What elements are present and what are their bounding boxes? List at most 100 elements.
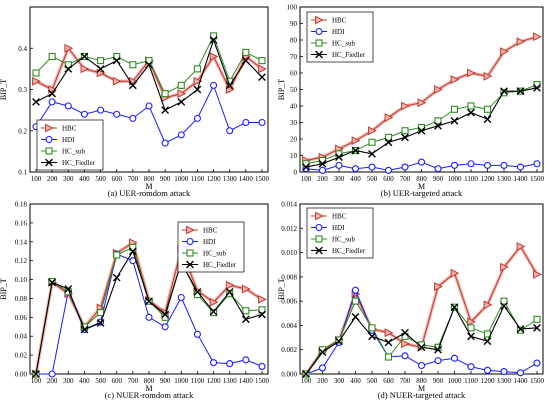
x-tick-label: 900 xyxy=(160,377,171,385)
data-point xyxy=(384,166,393,174)
data-point xyxy=(401,163,409,171)
x-tick-label: 1300 xyxy=(223,175,238,183)
data-point xyxy=(500,47,509,56)
data-point xyxy=(483,366,492,374)
y-tick-label: 20 xyxy=(290,136,298,144)
data-point xyxy=(384,353,393,361)
x-tick-label: 1300 xyxy=(223,377,238,385)
data-point xyxy=(516,163,525,171)
data-point xyxy=(258,73,266,82)
data-point xyxy=(417,361,426,370)
data-point xyxy=(450,161,459,169)
data-point xyxy=(401,339,410,349)
data-point xyxy=(64,61,72,69)
data-point xyxy=(384,338,393,347)
data-point xyxy=(128,81,137,90)
x-tick-label: 1100 xyxy=(191,377,205,385)
series-hc-fiedler xyxy=(32,247,266,378)
data-point xyxy=(129,61,137,69)
y-tick-label: 0.02 xyxy=(15,352,28,360)
chart-caption: (c) NUER-romdom attack xyxy=(105,390,194,400)
y-axis-label: BIP_T xyxy=(0,278,8,299)
data-point xyxy=(258,64,267,74)
data-point xyxy=(64,285,73,293)
data-point xyxy=(450,116,459,125)
y-tick-label: 0.08 xyxy=(15,295,28,303)
x-tick-label: 300 xyxy=(334,175,345,183)
x-axis-label: M xyxy=(145,182,152,191)
data-point xyxy=(97,57,105,65)
data-point xyxy=(145,313,153,321)
data-point xyxy=(368,138,376,146)
data-point xyxy=(209,36,218,44)
y-tick-label: 0.2 xyxy=(18,127,27,135)
data-point xyxy=(467,68,476,78)
data-point xyxy=(434,357,442,365)
data-point xyxy=(533,83,541,92)
data-point xyxy=(209,297,219,307)
legend-label: HDI xyxy=(203,238,216,246)
data-point xyxy=(368,332,376,341)
data-point xyxy=(113,110,121,118)
y-tick-label: 0.10 xyxy=(15,276,28,284)
data-point xyxy=(258,310,266,319)
data-point xyxy=(533,270,542,279)
data-point xyxy=(516,325,525,333)
series-hc-fiedler xyxy=(32,36,266,115)
chart-panel-2: 0 10 20 30 40 50 60 70 80 90 100 100 200 300 400 500 600… xyxy=(277,4,545,199)
series-hc-sub xyxy=(302,81,541,168)
x-tick-label: 1500 xyxy=(255,175,270,183)
data-point xyxy=(335,337,343,346)
data-point xyxy=(533,32,542,42)
x-tick-label: 600 xyxy=(383,175,394,183)
y-tick-label: 40 xyxy=(290,103,298,111)
x-tick-label: 1400 xyxy=(514,377,529,385)
y-tick-label: 0.006 xyxy=(281,298,297,306)
data-point xyxy=(450,268,460,278)
data-point xyxy=(351,313,360,321)
data-point xyxy=(242,118,250,127)
data-point xyxy=(533,359,541,367)
data-point xyxy=(516,242,526,251)
x-tick-label: 1200 xyxy=(207,377,222,385)
y-tick-label: 0.014 xyxy=(281,201,297,209)
legend-label: HC_Fiedler xyxy=(203,261,237,269)
data-point xyxy=(467,332,475,341)
legend-marker xyxy=(186,249,194,257)
data-point xyxy=(177,131,185,139)
legend: HBC HDI HC_sub HC_Fiedler xyxy=(177,221,245,273)
x-tick-label: 800 xyxy=(144,175,155,183)
data-point xyxy=(193,287,202,296)
data-point xyxy=(500,87,508,96)
data-point xyxy=(210,81,218,89)
series-hbc xyxy=(302,32,542,165)
x-tick-label: 1200 xyxy=(481,175,496,183)
legend-marker xyxy=(315,223,323,232)
x-tick-label: 100 xyxy=(31,377,42,385)
y-tick-label: 0.000 xyxy=(281,371,297,379)
data-point xyxy=(516,326,525,334)
data-point xyxy=(242,48,250,56)
data-point xyxy=(64,43,74,53)
x-tick-label: 300 xyxy=(63,175,74,183)
data-point xyxy=(32,76,41,86)
data-point xyxy=(318,159,327,168)
data-point xyxy=(401,328,409,337)
x-tick-label: 200 xyxy=(47,175,58,183)
x-tick-label: 1100 xyxy=(464,377,478,385)
data-point xyxy=(112,56,121,65)
data-point xyxy=(258,118,266,127)
data-point xyxy=(80,110,88,118)
data-point xyxy=(401,133,409,142)
data-point xyxy=(225,287,234,296)
data-point xyxy=(533,323,541,332)
y-tick-label: 0.14 xyxy=(15,238,28,246)
data-point xyxy=(193,76,203,86)
series-hc-fiedler xyxy=(302,83,541,171)
data-point xyxy=(112,76,122,86)
y-axis-label: BIP_T xyxy=(0,79,8,100)
x-tick-label: 700 xyxy=(400,377,411,385)
x-tick-label: 100 xyxy=(31,175,42,183)
legend-marker xyxy=(186,260,194,269)
